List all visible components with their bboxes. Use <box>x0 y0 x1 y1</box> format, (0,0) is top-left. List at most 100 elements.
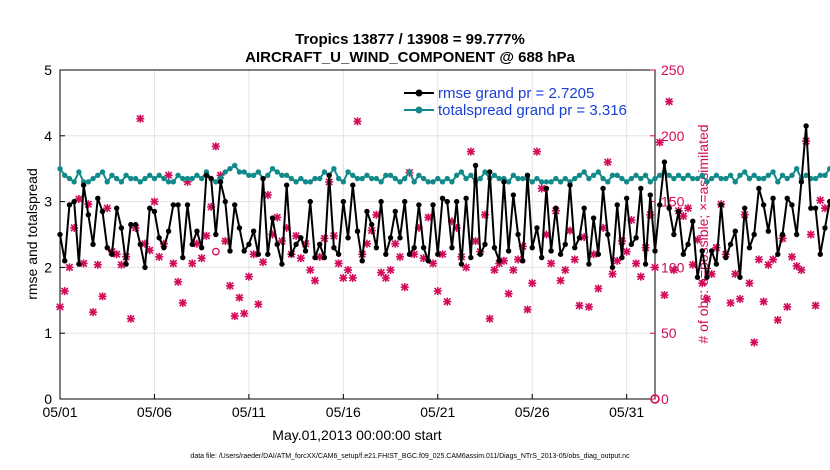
obs-count-point-38 <box>235 293 244 302</box>
obs-count-point-73 <box>400 283 409 292</box>
totalspread-point-55 <box>317 175 323 182</box>
rmse-point-73 <box>402 198 408 205</box>
rmse-point-127 <box>657 202 663 208</box>
rmse-point-16 <box>132 221 139 228</box>
totalspread-point-149 <box>760 175 767 182</box>
obs-count-point-31 <box>202 231 211 240</box>
totalspread-point-18 <box>142 175 148 182</box>
rmse-point-3 <box>71 198 77 205</box>
totalspread-point-114 <box>595 169 602 175</box>
obs-count-point-63 <box>353 117 362 126</box>
totalspread-point-158 <box>803 172 809 178</box>
rmse-point-122 <box>633 235 639 241</box>
x-tick-label-0: 05/01 <box>42 404 77 420</box>
rmse-point-153 <box>779 231 786 238</box>
obs-count-point-146 <box>745 279 754 288</box>
obs-count-point-82 <box>443 297 452 306</box>
totalspread-point-17 <box>137 179 143 185</box>
totalspread-point-116 <box>605 179 611 185</box>
obs-count-point-66 <box>367 226 376 235</box>
obs-count-point-30 <box>197 254 206 263</box>
totalspread-point-79 <box>430 179 436 185</box>
obs-count-point-138 <box>707 269 716 278</box>
obs-count-point-159 <box>806 230 815 239</box>
totalspread-point-105 <box>553 175 559 182</box>
totalspread-point-86 <box>463 175 469 182</box>
rmse-point-72 <box>397 235 403 241</box>
obs-count-point-119 <box>617 237 626 246</box>
rmse-point-128 <box>661 159 668 165</box>
totalspread-point-3 <box>71 179 77 185</box>
legend-rmse-label: rmse grand pr = 2.7205 <box>438 85 594 102</box>
y-right-tick-label-2: 100 <box>661 259 685 275</box>
totalspread-point-111 <box>581 169 587 175</box>
totalspread-point-66 <box>368 175 375 182</box>
rmse-point-142 <box>727 241 734 248</box>
totalspread-point-150 <box>765 172 772 178</box>
totalspread-point-56 <box>321 169 328 175</box>
totalspread-point-130 <box>671 175 677 182</box>
totalspread-point-6 <box>85 179 92 185</box>
obs-count-point-53 <box>306 266 315 275</box>
totalspread-point-136 <box>699 172 705 178</box>
rmse-point-91 <box>487 169 493 175</box>
totalspread-point-152 <box>775 179 781 185</box>
obs-count-point-137 <box>702 294 711 303</box>
rmse-point-108 <box>567 182 573 188</box>
rmse-point-53 <box>307 198 313 205</box>
rmse-point-76 <box>416 202 422 208</box>
rmse-point-156 <box>793 231 800 238</box>
rmse-point-2 <box>66 202 73 208</box>
rmse-point-30 <box>198 244 205 251</box>
rmse-point-12 <box>113 205 120 211</box>
rmse-point-159 <box>808 205 814 211</box>
rmse-point-161 <box>817 251 823 257</box>
rmse-point-36 <box>227 248 233 254</box>
rmse-point-19 <box>147 205 153 211</box>
data-file-footer: data file: /Users/raeder/DAI/ATM_forcXX/… <box>190 453 630 460</box>
rmse-point-157 <box>798 179 805 185</box>
totalspread-point-35 <box>222 169 228 175</box>
obs-count-point-122 <box>632 259 641 268</box>
rmse-point-63 <box>354 228 361 234</box>
rmse-point-26 <box>180 254 186 261</box>
rmse-point-57 <box>326 172 332 178</box>
obs-count-point-154 <box>783 302 792 311</box>
totalspread-point-59 <box>335 175 342 182</box>
rmse-point-38 <box>236 225 243 231</box>
totalspread-point-92 <box>491 172 498 178</box>
totalspread-point-52 <box>302 179 309 185</box>
obs-count-point-37 <box>230 312 239 321</box>
obs-count-point-142 <box>726 298 735 307</box>
totalspread-point-28 <box>189 175 195 182</box>
rmse-point-61 <box>345 235 351 241</box>
rmse-point-137 <box>704 274 710 280</box>
totalspread-point-76 <box>416 172 422 178</box>
totalspread-point-10 <box>104 179 110 185</box>
totalspread-point-123 <box>638 175 644 182</box>
rmse-point-56 <box>321 254 328 261</box>
rmse-point-107 <box>562 241 568 248</box>
rmse-point-143 <box>732 228 738 234</box>
obs-count-point-80 <box>433 287 442 296</box>
totalspread-point-21 <box>156 172 162 178</box>
rmse-point-77 <box>420 244 427 251</box>
obs-count-point-26 <box>178 298 187 307</box>
rmse-point-155 <box>789 202 795 208</box>
totalspread-point-87 <box>468 172 474 178</box>
totalspread-point-100 <box>529 179 535 185</box>
totalspread-point-68 <box>378 179 384 185</box>
obs-count-point-107 <box>561 266 570 275</box>
rmse-point-62 <box>350 182 356 188</box>
totalspread-point-122 <box>633 172 639 178</box>
obs-count-point-88 <box>471 237 480 246</box>
rmse-point-6 <box>85 212 92 218</box>
rmse-point-44 <box>265 251 271 257</box>
totalspread-point-89 <box>477 175 483 182</box>
rmse-point-33 <box>213 231 219 238</box>
rmse-point-145 <box>742 205 748 211</box>
obs-count-point-61 <box>344 266 353 275</box>
rmse-point-67 <box>373 244 380 251</box>
obs-count-point-69 <box>381 273 390 282</box>
obs-count-point-10 <box>103 204 112 213</box>
